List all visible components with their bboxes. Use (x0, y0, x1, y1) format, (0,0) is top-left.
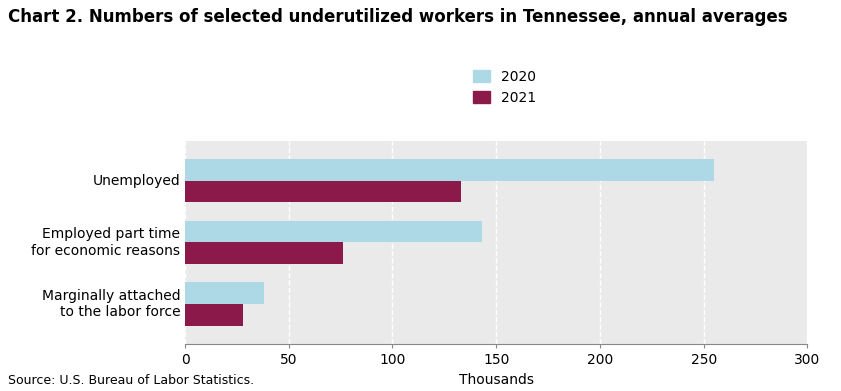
Legend: 2020, 2021: 2020, 2021 (469, 66, 540, 109)
Bar (185, 181, 461, 203)
X-axis label: Thousands: Thousands (458, 373, 534, 387)
Bar (185, 304, 243, 326)
Bar (185, 159, 714, 181)
Bar (185, 221, 482, 242)
Bar (185, 242, 342, 264)
Text: Source: U.S. Bureau of Labor Statistics.: Source: U.S. Bureau of Labor Statistics. (8, 374, 255, 387)
Text: Chart 2. Numbers of selected underutilized workers in Tennessee, annual averages: Chart 2. Numbers of selected underutiliz… (8, 8, 788, 26)
Bar (185, 282, 264, 304)
